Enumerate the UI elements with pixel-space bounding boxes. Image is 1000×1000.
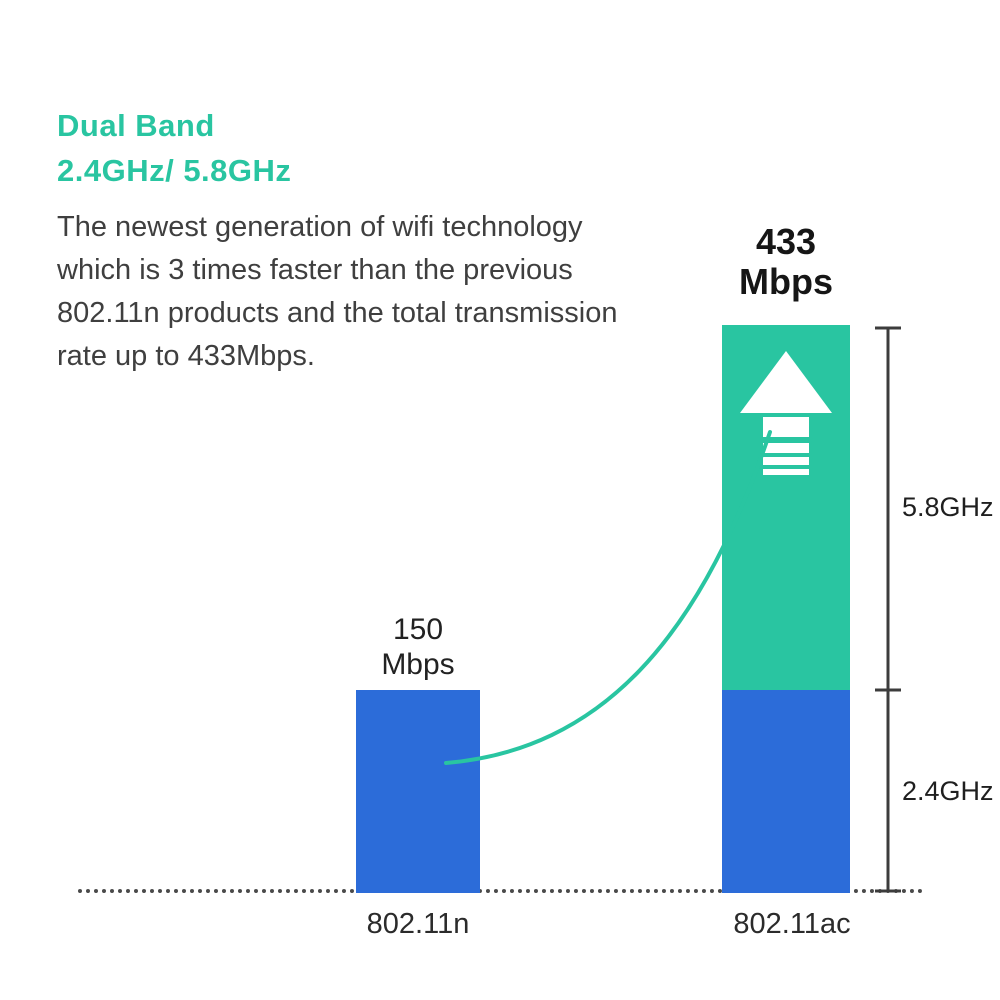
description-line: which is 3 times faster than the previou… <box>57 254 573 286</box>
bar-802-11n <box>356 690 480 893</box>
axis-baseline <box>78 889 923 893</box>
bar-unit: Mbps <box>381 648 455 681</box>
bar-segment-2-4ghz <box>722 690 850 893</box>
band-label-2-4ghz: 2.4GHz <box>902 776 994 806</box>
bar-unit: Mbps <box>739 261 833 302</box>
description-line: The newest generation of wifi technology <box>57 211 583 243</box>
bar-segment-5-8ghz <box>722 325 850 690</box>
bar-label-150mbps: 150 Mbps <box>346 612 490 682</box>
description-text: The newest generation of wifi technology… <box>57 206 617 378</box>
bar-802-11ac <box>722 325 850 893</box>
band-label-5-8ghz: 5.8GHz <box>902 492 994 522</box>
description-line: rate up to 433Mbps. <box>57 340 315 372</box>
bar-value: 150 <box>392 613 444 646</box>
bar-value: 433 <box>755 221 817 262</box>
title-line-2: 2.4GHz/ 5.8GHz <box>57 153 292 188</box>
description-line: 802.11n products and the total transmiss… <box>57 297 618 329</box>
title-line-1: Dual Band <box>57 108 215 143</box>
category-label-802-11n: 802.11n <box>366 908 470 940</box>
up-arrow-icon <box>740 351 832 475</box>
heading: Dual Band 2.4GHz/ 5.8GHz <box>57 103 291 193</box>
bar-label-433mbps: 433 Mbps <box>700 222 872 302</box>
category-label-802-11ac: 802.11ac <box>733 908 851 940</box>
